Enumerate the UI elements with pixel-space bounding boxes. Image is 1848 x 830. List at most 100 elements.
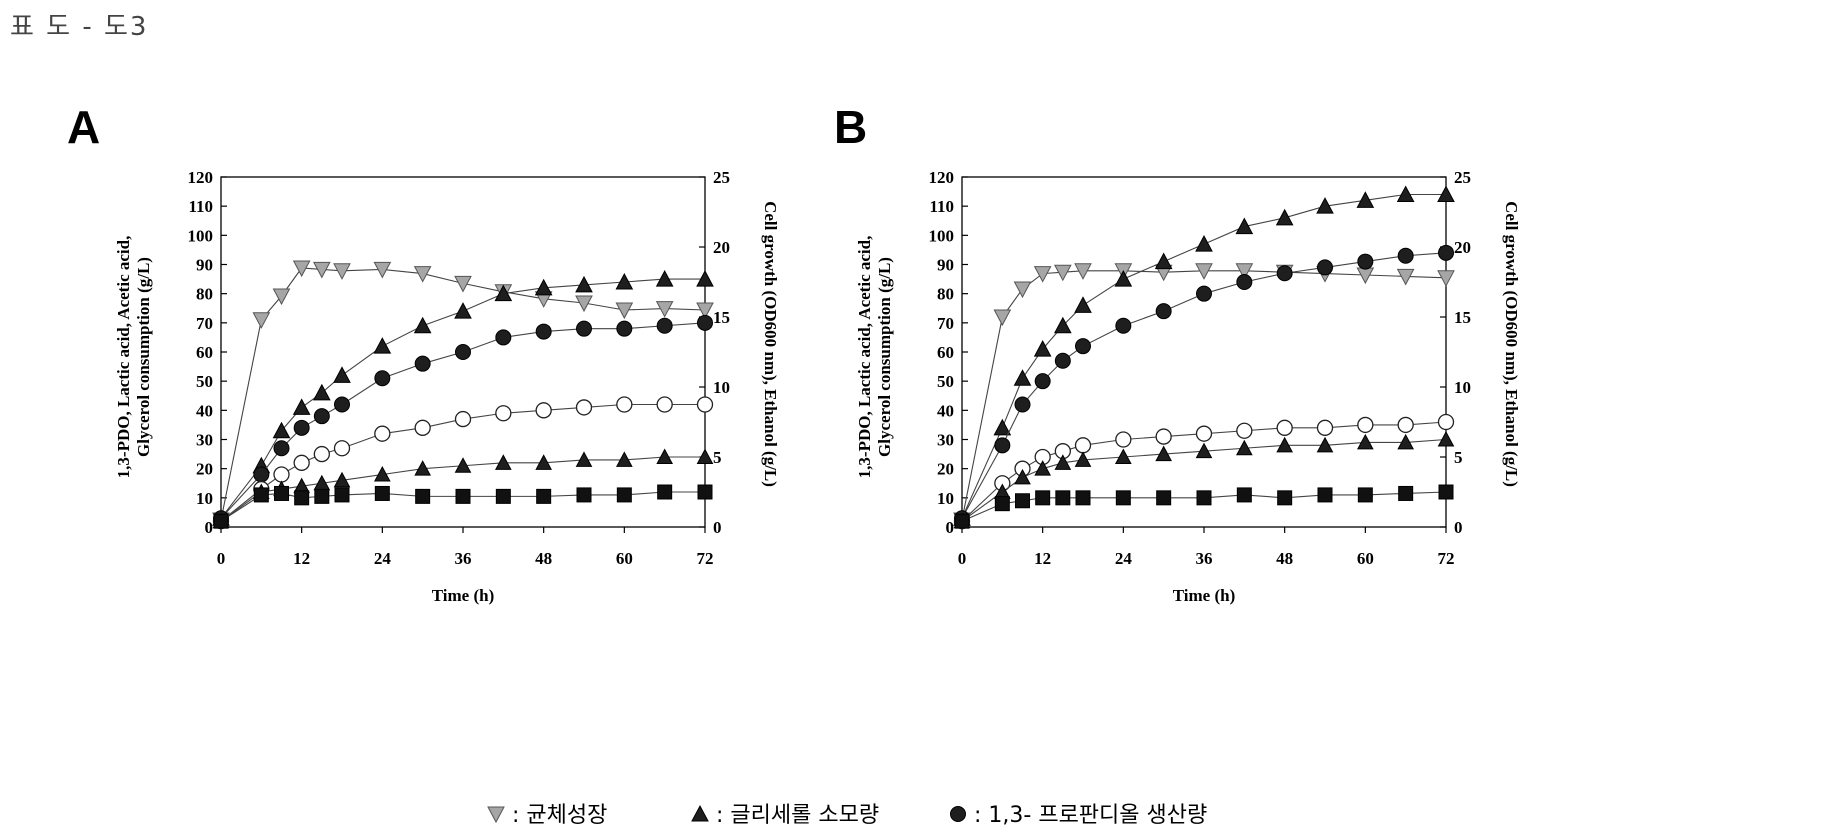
- data-point-square: [295, 491, 309, 505]
- y-right-tick-label: 20: [713, 238, 730, 257]
- y-right-axis-title: Cell growth (OD600 nm), Ethanol (g/L): [1502, 201, 1521, 487]
- data-point-square: [1076, 491, 1090, 505]
- data-point-circle: [1277, 266, 1292, 281]
- data-point-square: [1439, 485, 1453, 499]
- data-point-circle-open: [1156, 429, 1171, 444]
- data-point-square: [214, 514, 228, 528]
- data-point-tri-down: [455, 276, 471, 291]
- y-left-tick-label: 0: [205, 518, 214, 537]
- y-left-tick-label: 100: [188, 226, 214, 245]
- data-point-circle: [1318, 260, 1333, 275]
- data-point-tri-up: [1156, 254, 1172, 269]
- data-point-tri-up: [455, 303, 471, 318]
- data-point-tri-down: [616, 303, 632, 318]
- data-point-square: [1237, 488, 1251, 502]
- data-point-square: [617, 488, 631, 502]
- y-right-tick-label: 5: [713, 448, 722, 467]
- data-point-square: [1278, 491, 1292, 505]
- y-right-tick-label: 20: [1454, 238, 1471, 257]
- data-point-tri-up: [334, 367, 350, 382]
- data-point-circle-open: [294, 455, 309, 470]
- data-point-circle-open: [456, 412, 471, 427]
- data-point-circle-open: [617, 397, 632, 412]
- data-point-circle: [375, 371, 390, 386]
- data-point-circle-open: [335, 441, 350, 456]
- data-point-circle: [657, 318, 672, 333]
- data-point-circle: [617, 321, 632, 336]
- y-left-axis-title-line: Glycerol consumption (g/L): [134, 257, 153, 457]
- data-point-square: [1016, 494, 1030, 508]
- y-right-tick-label: 15: [713, 308, 730, 327]
- y-left-tick-label: 10: [937, 489, 954, 508]
- data-point-circle: [995, 438, 1010, 453]
- y-left-tick-label: 60: [196, 343, 213, 362]
- x-tick-label: 60: [616, 549, 633, 568]
- y-right-tick-label: 25: [1454, 168, 1471, 187]
- data-point-tri-up-small: [1035, 461, 1050, 475]
- y-left-tick-label: 110: [188, 197, 213, 216]
- data-point-tri-down: [1438, 271, 1454, 286]
- data-point-circle-open: [1237, 423, 1252, 438]
- legend-marker-tri-up: [692, 806, 708, 821]
- data-point-circle: [1015, 397, 1030, 412]
- data-point-tri-down: [253, 313, 269, 328]
- data-point-tri-up: [1236, 219, 1252, 234]
- data-point-square: [577, 488, 591, 502]
- y-left-tick-label: 80: [196, 285, 213, 304]
- data-point-circle: [577, 321, 592, 336]
- data-point-circle: [1398, 248, 1413, 263]
- x-tick-label: 12: [1034, 549, 1051, 568]
- data-point-circle-open: [274, 467, 289, 482]
- data-point-circle: [496, 330, 511, 345]
- data-point-tri-up: [1115, 271, 1131, 286]
- legend-marker-tri-down: [488, 807, 504, 822]
- y-right-axis-title: Cell growth (OD600 nm), Ethanol (g/L): [761, 201, 780, 487]
- y-left-axis-title-line: Glycerol consumption (g/L): [875, 257, 894, 457]
- data-point-square: [1157, 491, 1171, 505]
- data-point-circle: [1035, 374, 1050, 389]
- y-left-tick-label: 120: [929, 168, 955, 187]
- x-tick-label: 24: [374, 549, 392, 568]
- data-point-square: [1036, 491, 1050, 505]
- y-right-tick-label: 15: [1454, 308, 1471, 327]
- data-point-circle: [1116, 318, 1131, 333]
- data-point-circle: [1237, 275, 1252, 290]
- plot-frame: [962, 177, 1446, 527]
- data-point-square: [315, 489, 329, 503]
- data-point-square: [375, 486, 389, 500]
- data-point-tri-up: [1075, 297, 1091, 312]
- x-tick-label: 0: [958, 549, 967, 568]
- data-point-tri-up-small: [1439, 432, 1454, 446]
- y-left-tick-label: 80: [937, 285, 954, 304]
- y-right-tick-label: 25: [713, 168, 730, 187]
- data-point-tri-up: [994, 420, 1010, 435]
- data-point-square: [275, 486, 289, 500]
- data-point-circle-open: [698, 397, 713, 412]
- x-tick-label: 0: [217, 549, 226, 568]
- data-point-circle-open: [496, 406, 511, 421]
- y-left-axis-title: 1,3-PDO, Lactic acid, Acetic acid,Glycer…: [114, 236, 153, 479]
- x-tick-label: 36: [1196, 549, 1213, 568]
- data-point-square: [955, 514, 969, 528]
- data-point-circle: [1439, 245, 1454, 260]
- y-left-tick-label: 20: [937, 460, 954, 479]
- data-point-circle: [1076, 339, 1091, 354]
- data-point-tri-up: [314, 385, 330, 400]
- y-left-tick-label: 30: [937, 431, 954, 450]
- data-point-circle: [1358, 254, 1373, 269]
- data-point-tri-up: [1196, 236, 1212, 251]
- data-point-circle-open: [577, 400, 592, 415]
- data-point-circle: [456, 345, 471, 360]
- data-point-square: [1197, 491, 1211, 505]
- data-point-circle: [698, 315, 713, 330]
- data-point-circle: [1197, 286, 1212, 301]
- data-point-square: [698, 485, 712, 499]
- x-tick-label: 24: [1115, 549, 1133, 568]
- data-point-square: [1399, 486, 1413, 500]
- y-left-tick-label: 90: [196, 256, 213, 275]
- data-point-tri-up: [1277, 210, 1293, 225]
- data-point-circle-open: [1197, 426, 1212, 441]
- data-point-circle-open: [1116, 432, 1131, 447]
- data-point-circle: [1156, 304, 1171, 319]
- legend: : 균체성장: 글리세롤 소모량: 1,3- 프로판디올 생산량: [488, 803, 1207, 828]
